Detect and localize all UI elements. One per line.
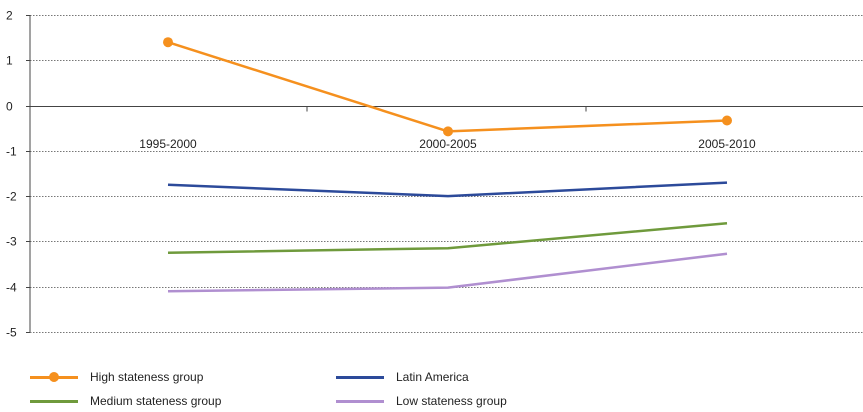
legend-swatch-medium-stateness [30, 391, 78, 411]
series-line-medium-stateness-group [167, 222, 728, 255]
data-point [443, 126, 453, 137]
y-tick-label: 2 [6, 9, 13, 23]
legend-item-high-stateness: High stateness group [30, 367, 203, 387]
y-tick-label: -1 [6, 145, 17, 159]
legend-item-low-stateness: Low stateness group [336, 391, 507, 411]
x-tick-label: 2000-2005 [419, 137, 477, 151]
x-tick-label: 2005-2010 [698, 137, 756, 151]
line-chart: 2 1 0 -1 -2 -3 -4 -5 1995-2000 2000-2005 2005-201… [6, 9, 863, 340]
y-tick-label: 0 [6, 100, 13, 114]
legend-label: Medium stateness group [90, 394, 222, 408]
legend-label: Low stateness group [396, 394, 507, 408]
x-axis: 1995-2000 2000-2005 2005-2010 [139, 106, 756, 151]
series-line-low-stateness-group [167, 252, 728, 293]
legend-swatch-latin-america [336, 367, 384, 387]
y-tick-label: -2 [6, 190, 17, 204]
series-lines [163, 37, 732, 293]
y-tick-label: -4 [6, 281, 17, 295]
x-tick-label: 1995-2000 [139, 137, 197, 151]
y-tick-label: -5 [6, 326, 17, 340]
y-tick-label: -3 [6, 235, 17, 249]
data-point [722, 115, 732, 126]
y-tick-label: 1 [6, 54, 13, 68]
legend-label: Latin America [396, 370, 469, 384]
y-axis: 2 1 0 -1 -2 -3 -4 -5 [6, 9, 31, 340]
legend-swatch-high-stateness [30, 367, 78, 387]
gridlines [30, 15, 863, 333]
legend-item-latin-america: Latin America [336, 367, 469, 387]
legend-item-medium-stateness: Medium stateness group [30, 391, 221, 411]
legend-label: High stateness group [90, 370, 204, 384]
data-point [163, 37, 173, 48]
legend: High stateness group Latin America Mediu… [0, 360, 863, 412]
series-line-high-stateness-group [167, 41, 728, 133]
legend-swatch-low-stateness [336, 391, 384, 411]
series-line-latin-america [167, 181, 728, 198]
